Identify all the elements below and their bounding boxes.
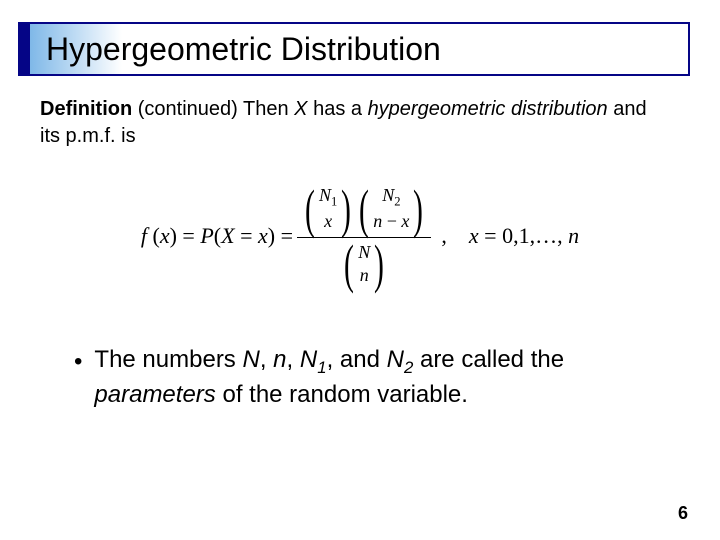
fraction-numerator: ( N1 x ) ( N2 n − x ) [297, 182, 431, 235]
page-number: 6 [678, 503, 688, 524]
formula-x1: x [160, 223, 170, 248]
paren-l2-icon: ( [359, 188, 369, 231]
page-title: Hypergeometric Distribution [46, 31, 441, 68]
definition-lead: Definition [40, 98, 132, 120]
bullet-t2: are called the [413, 346, 564, 373]
domain-eq: = 0,1,…, [479, 223, 568, 248]
binom-stack-1: N1 x [319, 184, 337, 233]
domain-x: x [469, 223, 479, 248]
bullet-big-n: N [242, 346, 259, 373]
bullet-c2: , [287, 346, 300, 373]
bullet-t1: The numbers [94, 346, 242, 373]
formula-p: P [200, 223, 213, 248]
bullet-parameters: parameters [94, 381, 215, 408]
formula-x2: x [258, 223, 268, 248]
bullet-n1-n: N [300, 346, 317, 373]
definition-paragraph: Definition (continued) Then X has a hype… [40, 96, 660, 150]
bullet-n1: N1 [300, 346, 327, 373]
domain-n: n [568, 223, 579, 248]
binom2-bot-dash: − [382, 211, 401, 231]
bullet-small-n: n [273, 346, 286, 373]
formula-open: ( [147, 223, 160, 248]
title-bar: Hypergeometric Distribution [18, 22, 690, 76]
formula-comma: , [441, 223, 447, 249]
binom2-top-sub: 2 [394, 195, 400, 209]
definition-text-2: has a [308, 98, 368, 120]
bullet-n2-sub: 2 [404, 358, 413, 377]
binom-n2-nminusx: ( N2 n − x ) [355, 184, 427, 233]
binom-stack-2: N2 n − x [373, 184, 409, 233]
formula-lhs: f (x) = P(X = x) = [141, 223, 293, 249]
paren-l3-icon: ( [344, 243, 354, 286]
pmf-formula: f (x) = P(X = x) = ( N1 x ) ( N2 n − x [0, 166, 720, 306]
bullet-c1: , [260, 346, 273, 373]
binom3-top: N [358, 241, 370, 264]
binom-stack-3: N n [358, 241, 370, 288]
formula-close-eq: ) = [170, 223, 201, 248]
bullet-paragraph: • The numbers N, n, N1, and N2 are calle… [74, 344, 664, 412]
bullet-text: The numbers N, n, N1, and N2 are called … [94, 344, 664, 412]
definition-hypergeometric: hypergeometric distribution [368, 98, 608, 120]
definition-var-x: X [294, 98, 307, 120]
formula-p-close-eq: ) = [268, 223, 293, 248]
binom2-bot-x: x [401, 211, 409, 231]
binom2-bot: n − x [373, 210, 409, 233]
bullet-n2: N2 [387, 346, 414, 373]
bullet-t3: of the random variable. [216, 381, 468, 408]
bullet-n1-sub: 1 [317, 358, 326, 377]
binom3-bot: n [360, 264, 369, 287]
paren-r2-icon: ) [413, 188, 423, 231]
bullet-n2-n: N [387, 346, 404, 373]
formula-row: f (x) = P(X = x) = ( N1 x ) ( N2 n − x [141, 182, 579, 289]
definition-text-1: (continued) Then [132, 98, 294, 120]
bullet-marker-icon: • [74, 346, 82, 412]
bullet-c3: , and [327, 346, 387, 373]
binom2-top: N2 [382, 184, 400, 210]
paren-r-icon: ) [341, 188, 351, 231]
formula-eq: = [235, 223, 258, 248]
binom-n1-x: ( N1 x ) [301, 184, 355, 233]
binom-n-n: ( N n ) [340, 241, 388, 288]
title-accent-bar [20, 24, 30, 74]
binom2-bot-n: n [373, 211, 382, 231]
formula-domain: x = 0,1,…, n [469, 223, 579, 249]
bullet-row: • The numbers N, n, N1, and N2 are calle… [74, 344, 664, 412]
fraction-denominator: ( N n ) [336, 239, 392, 290]
paren-r3-icon: ) [374, 243, 384, 286]
binom1-bot: x [324, 210, 332, 233]
binom2-top-n: N [382, 185, 394, 205]
binom1-top: N1 [319, 184, 337, 210]
formula-big-x: X [221, 223, 234, 248]
binom1-top-n: N [319, 185, 331, 205]
binom1-top-sub: 1 [331, 195, 337, 209]
paren-l-icon: ( [305, 188, 315, 231]
formula-fraction: ( N1 x ) ( N2 n − x ) [297, 182, 431, 289]
